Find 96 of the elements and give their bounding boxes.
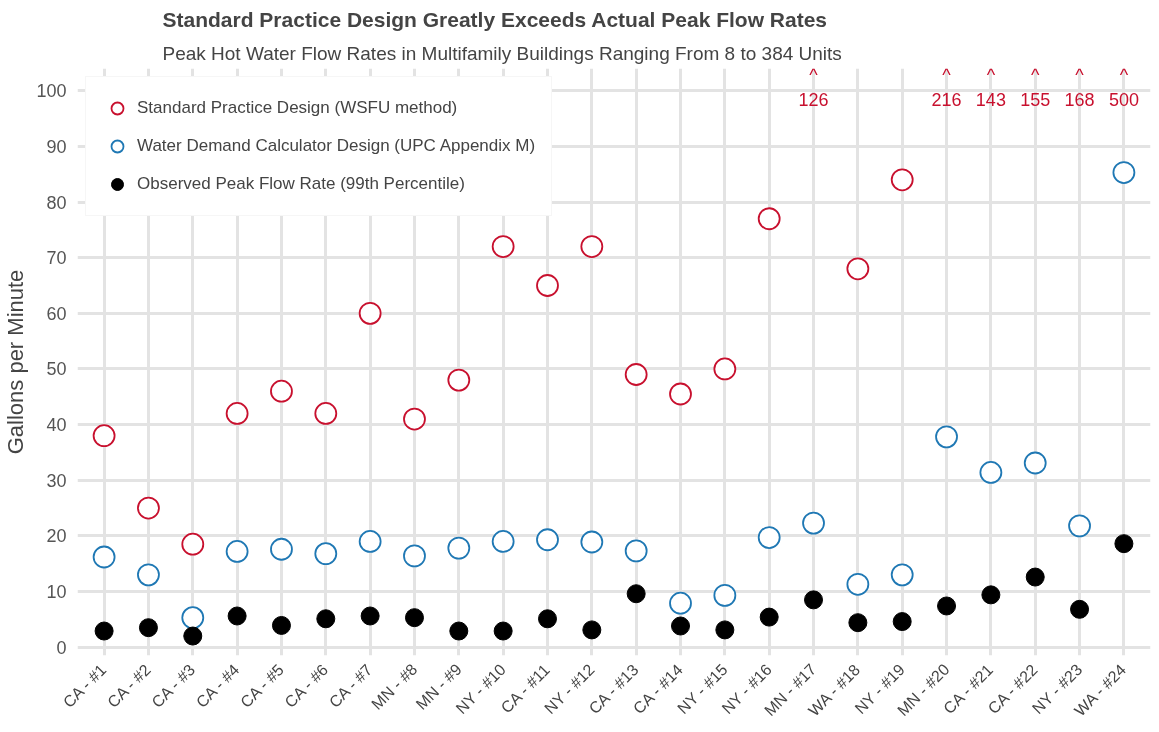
point (1023, 451, 1047, 475)
point (449, 621, 469, 641)
point (1112, 161, 1136, 184)
chart-subtitle: Peak Hot Water Flow Rates in Multifamily Buildings Ranging From 8 to 384 Units (162, 42, 842, 64)
y-tick-label: 20 (46, 526, 67, 547)
y-tick-label: 0 (56, 637, 67, 658)
point (804, 590, 824, 610)
point (935, 425, 958, 449)
point (225, 540, 249, 563)
point (403, 544, 426, 568)
point (358, 530, 382, 553)
legend-label: Standard Practice Design (WSFU method) (137, 98, 458, 118)
point (271, 615, 291, 635)
point (757, 207, 781, 231)
point (94, 621, 114, 641)
point (848, 613, 868, 633)
annotation: 216 (931, 89, 962, 110)
point (1025, 567, 1045, 587)
y-tick-label: 50 (46, 359, 67, 380)
point (802, 511, 825, 535)
point (757, 526, 781, 549)
point (491, 530, 515, 553)
chart-title: Standard Practice Design Greatly Exceeds Actual Peak Flow Rates (162, 7, 827, 31)
point (537, 609, 557, 629)
point (580, 235, 604, 258)
point (713, 584, 737, 607)
point (447, 536, 471, 560)
point (183, 626, 203, 646)
point (316, 609, 336, 629)
legend-label: Observed Peak Flow Rate (99th Percentile) (137, 174, 465, 194)
point (846, 257, 870, 281)
annotation: ^ (1075, 64, 1085, 85)
point (360, 606, 380, 626)
y-tick-label: 40 (46, 415, 67, 436)
annotation: 155 (1020, 89, 1051, 110)
point (138, 618, 158, 638)
point (493, 621, 513, 641)
point (890, 563, 914, 587)
point (890, 168, 914, 192)
point (225, 402, 249, 425)
point (358, 301, 382, 325)
y-tick-label: 80 (46, 192, 67, 213)
point (715, 620, 735, 640)
annotation: 143 (975, 89, 1006, 110)
point (227, 606, 247, 626)
point (892, 612, 912, 632)
annotation: ^ (1119, 64, 1129, 85)
y-axis-title: Gallons per Minute (3, 269, 29, 455)
x-tick-label: CA - #1 (59, 661, 110, 711)
point (1068, 514, 1091, 538)
point (314, 542, 338, 566)
y-tick-label: 10 (46, 582, 67, 603)
point (981, 585, 1001, 605)
point (447, 368, 471, 392)
point (403, 407, 426, 431)
point (1070, 599, 1090, 619)
point (580, 530, 604, 554)
point (937, 596, 957, 616)
annotation: ^ (986, 64, 996, 85)
point (626, 584, 646, 604)
point (181, 532, 205, 556)
point (759, 607, 779, 627)
annotation: ^ (942, 64, 952, 85)
point (624, 363, 648, 386)
y-tick-label: 100 (36, 81, 67, 102)
annotation: ^ (1031, 64, 1040, 85)
point (491, 235, 515, 258)
y-tick-label: 70 (46, 248, 67, 269)
point (314, 402, 338, 425)
annotation: 500 (1108, 89, 1139, 110)
point (536, 274, 559, 297)
legend-label: Water Demand Calculator Design (UPC Appendix M) (137, 136, 536, 156)
point (669, 382, 692, 406)
point (404, 608, 424, 628)
point (92, 545, 116, 569)
point (181, 606, 205, 630)
y-tick-label: 90 (46, 136, 67, 157)
annotation: ^ (809, 64, 819, 85)
annotation: 126 (798, 89, 829, 110)
y-tick-label: 30 (46, 470, 67, 491)
point (669, 591, 692, 615)
point (270, 379, 293, 403)
point (92, 424, 116, 448)
point (536, 528, 559, 552)
point (137, 496, 160, 520)
point (979, 461, 1003, 484)
annotation: 168 (1064, 89, 1095, 110)
point (270, 537, 293, 561)
point (846, 572, 870, 596)
point (713, 357, 737, 381)
point (624, 539, 648, 563)
point (671, 616, 691, 636)
y-tick-label: 60 (46, 303, 67, 324)
point (1114, 534, 1134, 554)
point (137, 563, 160, 587)
point (582, 620, 602, 640)
